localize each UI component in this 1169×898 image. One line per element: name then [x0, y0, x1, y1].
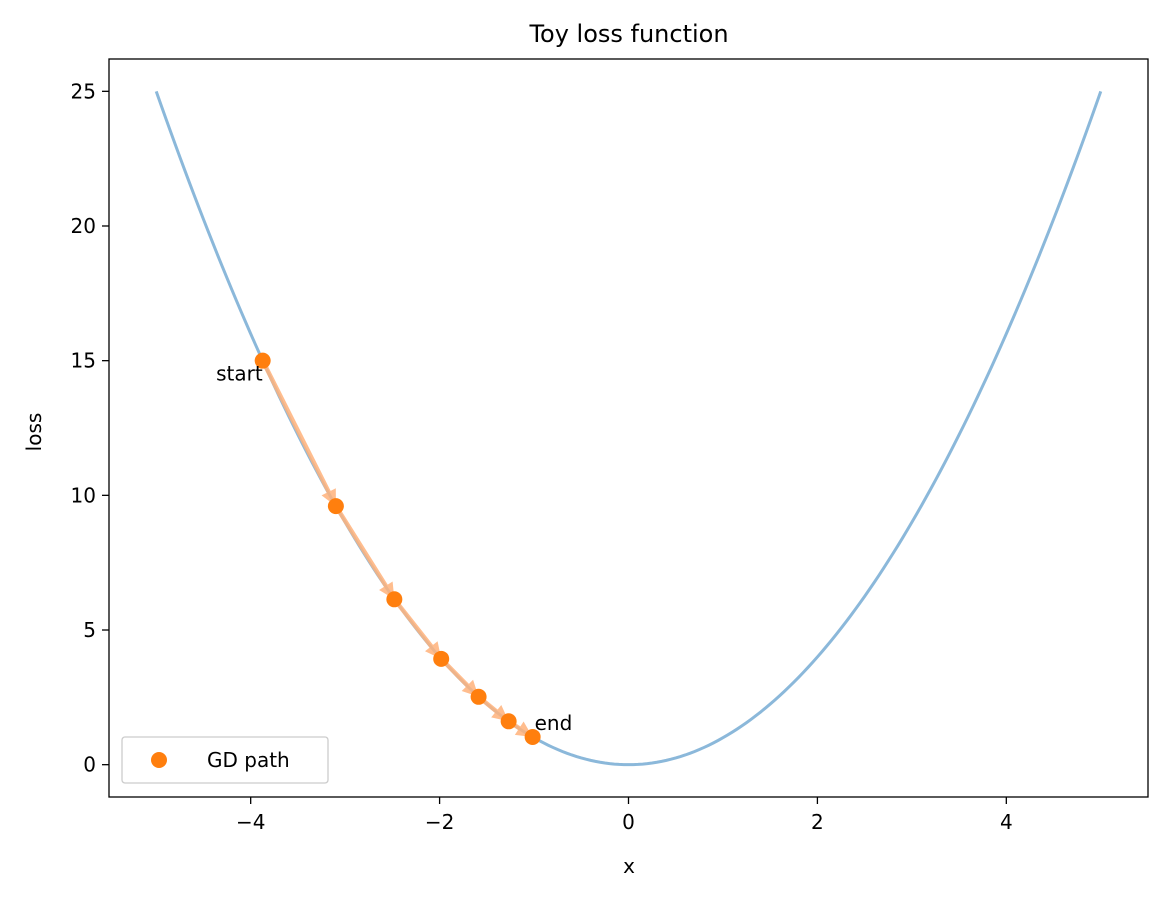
annotations: start end — [216, 362, 572, 735]
y-tick-label: 20 — [71, 214, 96, 238]
y-tick-label: 0 — [83, 753, 96, 777]
x-tick-label: −4 — [236, 810, 265, 834]
y-axis: 0 5 10 15 20 25 — [71, 79, 109, 777]
gd-path-point — [254, 352, 271, 369]
legend: GD path — [121, 736, 329, 784]
x-tick-label: 2 — [811, 810, 824, 834]
axes-frame — [108, 58, 1149, 798]
y-tick-label: 15 — [71, 349, 96, 373]
x-tick-label: 4 — [1000, 810, 1013, 834]
gd-path-point — [386, 591, 403, 608]
x-tick-label: −2 — [425, 810, 454, 834]
x-tick-label: 0 — [622, 810, 635, 834]
annotation-end: end — [535, 711, 573, 735]
gd-step-arrow — [260, 359, 336, 507]
x-axis-label: x — [623, 854, 635, 878]
y-tick-label: 10 — [71, 483, 96, 507]
legend-marker-gd-path — [151, 752, 167, 768]
gd-step-arrow — [392, 597, 442, 659]
gd-path-point — [327, 498, 344, 515]
y-tick-label: 25 — [71, 79, 96, 103]
annotation-start: start — [216, 362, 263, 386]
x-axis: −4 −2 0 2 4 — [236, 797, 1013, 834]
gd-path-point — [470, 688, 487, 705]
gd-step-arrow — [439, 657, 479, 697]
y-axis-label: loss — [22, 413, 46, 452]
gd-path-point — [524, 728, 541, 745]
gd-path-point — [500, 713, 517, 730]
plot-area — [154, 90, 1103, 767]
y-tick-label: 5 — [83, 618, 96, 642]
gd-step-arrow — [334, 504, 395, 600]
legend-label-gd-path: GD path — [207, 748, 290, 772]
legend-box — [121, 736, 329, 784]
chart-title: Toy loss function — [528, 20, 728, 48]
gd-path-point — [433, 650, 450, 667]
gd-step-arrow — [477, 695, 509, 722]
